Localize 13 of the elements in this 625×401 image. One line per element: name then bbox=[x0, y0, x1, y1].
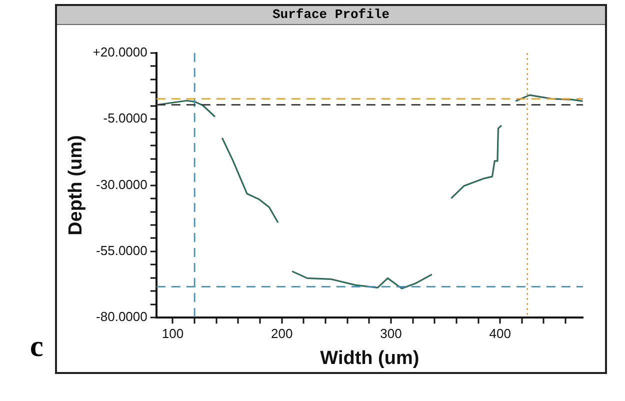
y-tick-label: -55.0000 bbox=[96, 243, 148, 258]
y-axis-title: Depth (um) bbox=[66, 135, 87, 236]
x-tick-label: 100 bbox=[162, 326, 184, 341]
y-tick-label: -80.0000 bbox=[96, 309, 148, 324]
x-tick-label: 300 bbox=[380, 326, 402, 341]
y-tick-label: -5.0000 bbox=[103, 110, 148, 126]
chart-title: Surface Profile bbox=[57, 6, 605, 25]
x-tick-label: 200 bbox=[271, 326, 293, 341]
x-axis-title: Width (um) bbox=[320, 348, 420, 369]
text: c bbox=[30, 330, 44, 364]
y-tick-label: -30.0000 bbox=[96, 176, 148, 192]
y-tick-label: +20.0000 bbox=[92, 44, 148, 60]
x-tick-label: 400 bbox=[489, 326, 511, 341]
